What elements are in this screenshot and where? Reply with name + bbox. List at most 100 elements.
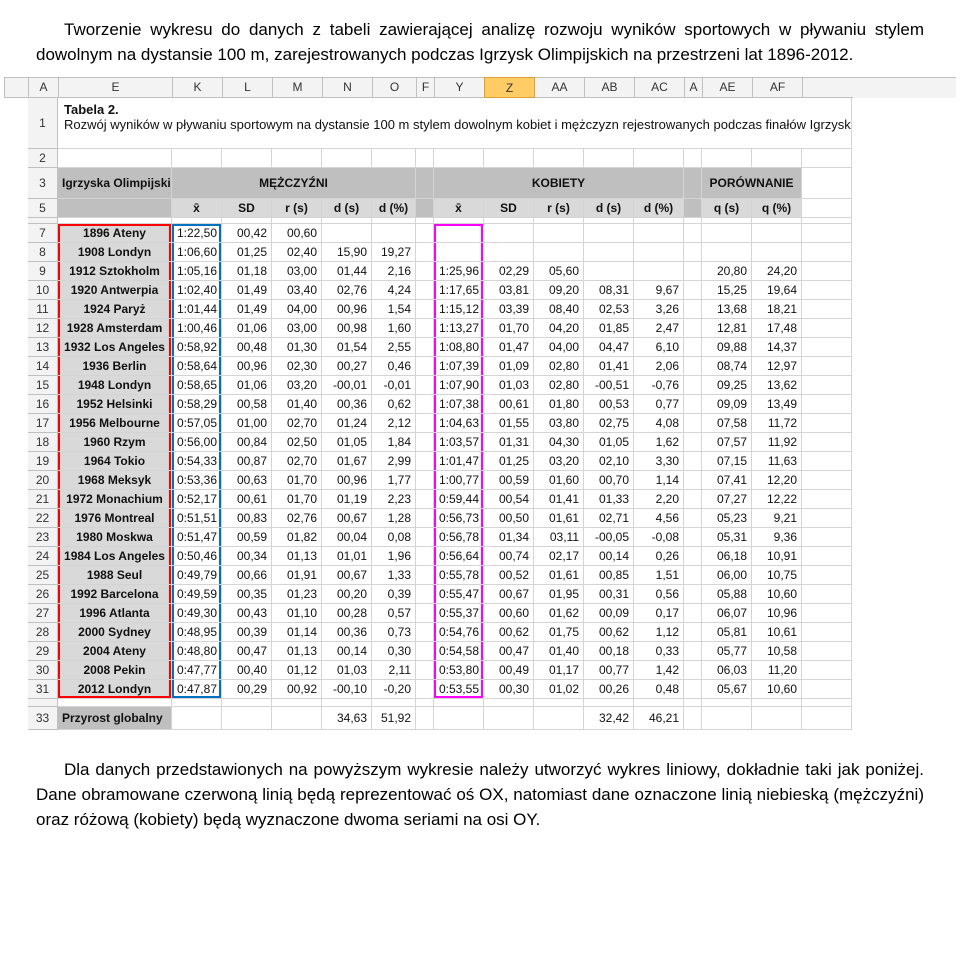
cell[interactable]: 51,92 bbox=[372, 707, 416, 730]
cell[interactable]: 00,31 bbox=[584, 585, 634, 604]
cell[interactable]: 1:02,40 bbox=[172, 281, 222, 300]
cell[interactable]: 00,39 bbox=[222, 623, 272, 642]
cell[interactable]: 1,96 bbox=[372, 547, 416, 566]
cell[interactable]: 3,30 bbox=[634, 452, 684, 471]
cell[interactable]: 03,40 bbox=[272, 281, 322, 300]
cell[interactable]: 0:54,33 bbox=[172, 452, 222, 471]
cell[interactable]: 09,25 bbox=[702, 376, 752, 395]
cell[interactable]: 0:52,17 bbox=[172, 490, 222, 509]
cell[interactable]: 00,40 bbox=[222, 661, 272, 680]
cell[interactable]: 00,67 bbox=[322, 509, 372, 528]
cell[interactable] bbox=[634, 243, 684, 262]
cell[interactable]: 08,74 bbox=[702, 357, 752, 376]
cell[interactable]: -00,05 bbox=[584, 528, 634, 547]
cell[interactable] bbox=[322, 224, 372, 243]
cell[interactable]: 04,30 bbox=[534, 433, 584, 452]
cell[interactable]: 01,61 bbox=[534, 566, 584, 585]
cell[interactable]: 0:56,78 bbox=[434, 528, 484, 547]
cell[interactable]: 04,20 bbox=[534, 319, 584, 338]
cell[interactable]: 00,34 bbox=[222, 547, 272, 566]
cell[interactable]: 01,33 bbox=[584, 490, 634, 509]
cell[interactable]: 0:59,44 bbox=[434, 490, 484, 509]
cell[interactable] bbox=[372, 224, 416, 243]
cell[interactable]: 12,22 bbox=[752, 490, 802, 509]
col-letter[interactable]: K bbox=[173, 78, 223, 98]
cell[interactable]: 01,34 bbox=[484, 528, 534, 547]
cell[interactable]: 01,09 bbox=[484, 357, 534, 376]
cell[interactable]: 4,24 bbox=[372, 281, 416, 300]
row-number[interactable]: 5 bbox=[28, 199, 58, 218]
row-number[interactable]: 7 bbox=[28, 224, 58, 243]
cell[interactable]: 0:55,47 bbox=[434, 585, 484, 604]
cell[interactable]: 00,14 bbox=[322, 642, 372, 661]
cell[interactable]: 03,80 bbox=[534, 414, 584, 433]
cell[interactable]: 0:58,65 bbox=[172, 376, 222, 395]
cell[interactable]: 00,61 bbox=[484, 395, 534, 414]
cell[interactable]: 0,56 bbox=[634, 585, 684, 604]
cell[interactable]: 34,63 bbox=[322, 707, 372, 730]
cell[interactable]: 0:48,95 bbox=[172, 623, 222, 642]
row-number[interactable]: 10 bbox=[28, 281, 58, 300]
cell[interactable]: 05,81 bbox=[702, 623, 752, 642]
cell[interactable]: 00,36 bbox=[322, 623, 372, 642]
cell[interactable]: 0,62 bbox=[372, 395, 416, 414]
cell[interactable]: 01,41 bbox=[584, 357, 634, 376]
cell[interactable]: 0:54,58 bbox=[434, 642, 484, 661]
cell[interactable]: 03,00 bbox=[272, 262, 322, 281]
cell[interactable]: 03,20 bbox=[534, 452, 584, 471]
col-letter[interactable]: AF bbox=[753, 78, 803, 98]
cell[interactable]: 1:00,46 bbox=[172, 319, 222, 338]
cell[interactable]: 00,62 bbox=[484, 623, 534, 642]
cell[interactable]: 09,09 bbox=[702, 395, 752, 414]
cell[interactable]: 03,20 bbox=[272, 376, 322, 395]
cell[interactable]: 00,04 bbox=[322, 528, 372, 547]
cell[interactable]: 00,47 bbox=[484, 642, 534, 661]
cell[interactable]: 00,60 bbox=[484, 604, 534, 623]
cell[interactable]: 02,71 bbox=[584, 509, 634, 528]
cell[interactable]: 06,00 bbox=[702, 566, 752, 585]
cell[interactable]: -00,01 bbox=[322, 376, 372, 395]
cell[interactable]: 00,59 bbox=[484, 471, 534, 490]
cell[interactable]: 00,74 bbox=[484, 547, 534, 566]
cell[interactable]: 01,75 bbox=[534, 623, 584, 642]
cell[interactable] bbox=[172, 707, 222, 730]
row-number[interactable]: 29 bbox=[28, 642, 58, 661]
cell[interactable]: 1,14 bbox=[634, 471, 684, 490]
cell[interactable]: 0,26 bbox=[634, 547, 684, 566]
cell[interactable]: 11,72 bbox=[752, 414, 802, 433]
cell[interactable]: 05,88 bbox=[702, 585, 752, 604]
cell[interactable]: 0:54,76 bbox=[434, 623, 484, 642]
cell[interactable]: 01,13 bbox=[272, 642, 322, 661]
cell[interactable]: 0,77 bbox=[634, 395, 684, 414]
cell[interactable]: 01,70 bbox=[272, 490, 322, 509]
cell[interactable] bbox=[484, 243, 534, 262]
cell[interactable]: 01,60 bbox=[534, 471, 584, 490]
cell[interactable]: 0:55,78 bbox=[434, 566, 484, 585]
row-number[interactable]: 33 bbox=[28, 707, 58, 730]
cell[interactable]: 12,20 bbox=[752, 471, 802, 490]
cell[interactable]: 0,57 bbox=[372, 604, 416, 623]
cell[interactable]: 9,36 bbox=[752, 528, 802, 547]
cell[interactable]: 01,49 bbox=[222, 281, 272, 300]
cell[interactable]: 07,27 bbox=[702, 490, 752, 509]
cell[interactable]: 00,20 bbox=[322, 585, 372, 604]
cell[interactable]: 00,83 bbox=[222, 509, 272, 528]
row-number[interactable]: 31 bbox=[28, 680, 58, 699]
cell[interactable]: 01,05 bbox=[322, 433, 372, 452]
cell[interactable]: 09,88 bbox=[702, 338, 752, 357]
cell[interactable]: 1:07,39 bbox=[434, 357, 484, 376]
cell[interactable]: 06,07 bbox=[702, 604, 752, 623]
cell[interactable]: 1:25,96 bbox=[434, 262, 484, 281]
cell[interactable]: 0:58,64 bbox=[172, 357, 222, 376]
row-number[interactable]: 13 bbox=[28, 338, 58, 357]
cell[interactable]: 00,26 bbox=[584, 680, 634, 699]
row-number[interactable]: 25 bbox=[28, 566, 58, 585]
cell[interactable]: 02,40 bbox=[272, 243, 322, 262]
col-letter[interactable]: A bbox=[685, 78, 703, 98]
cell[interactable]: 18,21 bbox=[752, 300, 802, 319]
cell[interactable] bbox=[434, 243, 484, 262]
cell[interactable]: 07,58 bbox=[702, 414, 752, 433]
cell[interactable]: 00,09 bbox=[584, 604, 634, 623]
cell[interactable]: 0:58,92 bbox=[172, 338, 222, 357]
cell[interactable]: 1,84 bbox=[372, 433, 416, 452]
